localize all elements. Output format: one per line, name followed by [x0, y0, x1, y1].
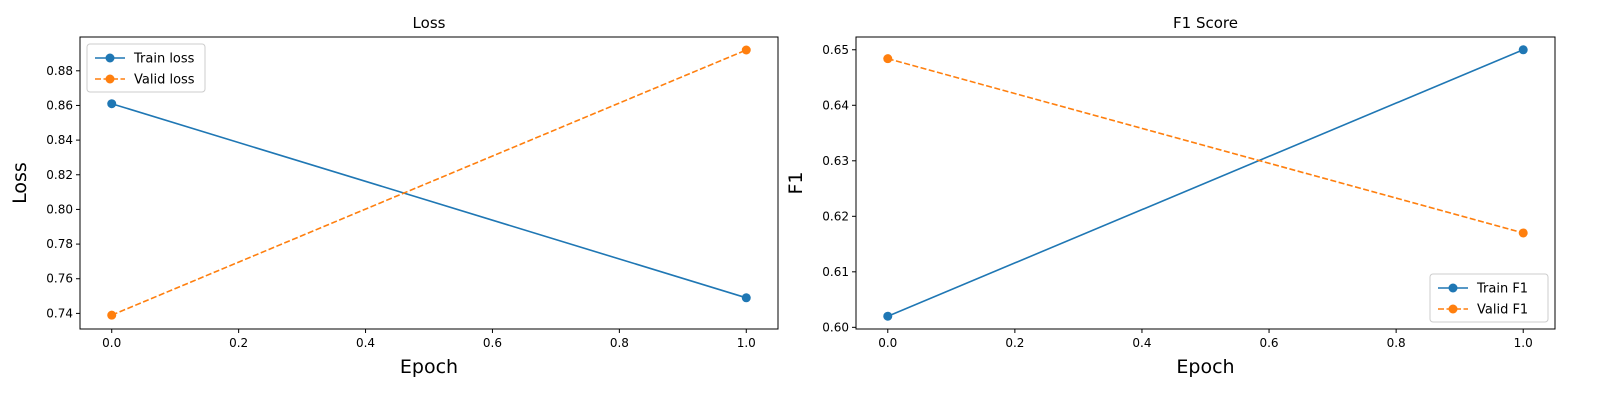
chart-title: Loss — [413, 14, 446, 32]
x-tick-label: 1.0 — [1514, 336, 1533, 350]
x-tick-label: 1.0 — [737, 336, 756, 350]
y-tick-label: 0.74 — [46, 306, 73, 320]
y-tick-label: 0.88 — [46, 64, 73, 78]
data-point — [1518, 45, 1528, 55]
y-tick-label: 0.62 — [822, 209, 849, 223]
legend-label: Train loss — [133, 52, 195, 67]
y-tick-label: 0.80 — [46, 202, 73, 216]
y-tick-label: 0.60 — [822, 320, 849, 334]
x-tick-label: 0.6 — [1259, 336, 1278, 350]
legend-swatch-marker — [1448, 283, 1458, 293]
x-tick-label: 0.6 — [483, 336, 502, 350]
chart-title: F1 Score — [1173, 14, 1238, 32]
x-tick-label: 0.8 — [1387, 336, 1406, 350]
data-point — [883, 311, 893, 321]
series-line-valid-loss — [111, 49, 747, 316]
legend-swatch-marker — [105, 74, 115, 84]
y-tick-label: 0.65 — [822, 43, 849, 57]
legend: Train loss Valid loss — [86, 43, 206, 93]
series-line-train-f1 — [887, 49, 1524, 317]
data-point — [741, 45, 751, 55]
x-tick-label: 0.0 — [102, 336, 121, 350]
plot-area-frame — [855, 36, 1556, 330]
legend: Train F1 Valid F1 — [1429, 273, 1549, 323]
legend-box — [1429, 273, 1549, 323]
legend-label: Valid F1 — [1477, 303, 1528, 318]
legend-label: Valid loss — [134, 73, 195, 88]
plot-area-frame — [79, 36, 779, 330]
data-point — [741, 293, 751, 303]
x-tick-label: 0.0 — [878, 336, 897, 350]
data-point — [883, 54, 893, 64]
data-point — [107, 310, 117, 320]
legend-swatch-marker — [105, 53, 115, 63]
y-axis-label: F1 — [785, 171, 807, 194]
x-tick-label: 0.4 — [356, 336, 375, 350]
series-line-valid-f1 — [887, 57, 1524, 234]
chart-panel-2: F1 Score 0.0 0.2 0.4 0.6 0.8 1.0 0.60 0.61 0.62 0.… — [785, 14, 1556, 378]
x-tick-label: 0.2 — [229, 336, 248, 350]
x-axis-label: Epoch — [1176, 356, 1234, 378]
y-tick-label: 0.64 — [822, 98, 849, 112]
data-point — [1518, 228, 1528, 238]
y-tick-label: 0.78 — [46, 237, 73, 251]
legend-label: Train F1 — [1476, 282, 1528, 297]
x-tick-label: 0.2 — [1005, 336, 1024, 350]
y-tick-label: 0.82 — [46, 168, 73, 182]
series-line-train-loss — [111, 102, 747, 299]
data-point — [107, 99, 117, 109]
legend-swatch-marker — [1448, 304, 1458, 314]
x-axis-label: Epoch — [400, 356, 458, 378]
x-tick-label: 0.8 — [610, 336, 629, 350]
y-tick-label: 0.84 — [46, 133, 73, 147]
y-tick-label: 0.61 — [822, 265, 849, 279]
y-tick-label: 0.86 — [46, 98, 73, 112]
legend-box — [86, 43, 206, 93]
x-tick-label: 0.4 — [1132, 336, 1151, 350]
y-tick-label: 0.63 — [822, 154, 849, 168]
y-axis-label: Loss — [9, 162, 31, 204]
chart-panel-1: Loss 0.0 0.2 0.4 0.6 0.8 1.0 0.74 0.76 0.78 0.80 0.… — [9, 14, 779, 378]
y-tick-label: 0.76 — [46, 272, 73, 286]
